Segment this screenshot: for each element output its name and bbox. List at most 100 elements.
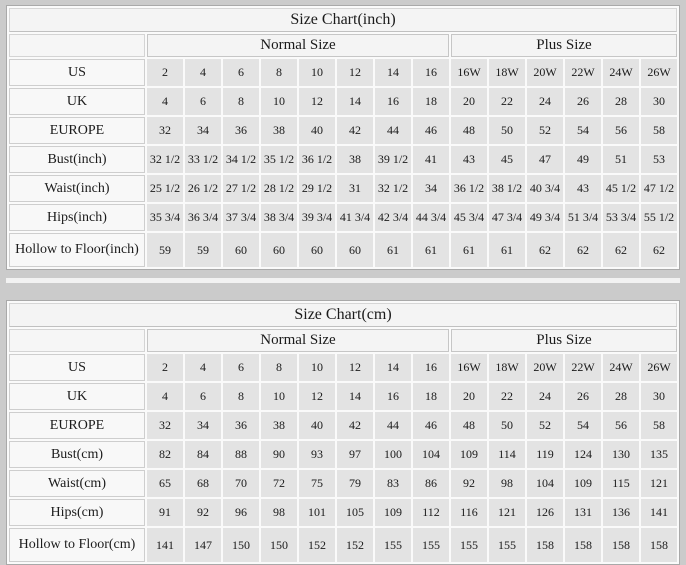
table-row: Waist(cm) 65 68 70 72 75 79 83 86 92 98 104 109 115 12… <box>9 470 677 497</box>
size-value-cell: 92 <box>451 470 487 497</box>
size-value-cell: 38 <box>337 146 373 173</box>
size-value-cell: 8 <box>223 88 259 115</box>
divider <box>6 278 680 283</box>
size-value-cell: 59 <box>185 233 221 267</box>
size-value-cell: 30 <box>641 88 677 115</box>
size-value-cell: 65 <box>147 470 183 497</box>
size-value-cell: 53 3/4 <box>603 204 639 231</box>
size-value-cell: 90 <box>261 441 297 468</box>
size-value-cell: 14 <box>337 383 373 410</box>
size-value-cell: 62 <box>641 233 677 267</box>
size-value-cell: 16 <box>413 354 449 381</box>
size-value-cell: 36 <box>223 412 259 439</box>
size-value-cell: 83 <box>375 470 411 497</box>
size-value-cell: 16 <box>375 383 411 410</box>
size-value-cell: 4 <box>185 354 221 381</box>
size-value-cell: 58 <box>641 117 677 144</box>
size-value-cell: 62 <box>603 233 639 267</box>
table-row: UK 4 6 8 10 12 14 16 18 20 22 24 26 28 30 <box>9 88 677 115</box>
size-value-cell: 10 <box>261 88 297 115</box>
row-label: Bust(cm) <box>9 441 145 468</box>
size-value-cell: 79 <box>337 470 373 497</box>
size-value-cell: 50 <box>489 117 525 144</box>
size-chart-cm-table: Size Chart(cm) Normal Size Plus Size US 2 4 6 8… <box>6 300 680 565</box>
size-value-cell: 22W <box>565 354 601 381</box>
size-value-cell: 34 <box>413 175 449 202</box>
size-value-cell: 35 3/4 <box>147 204 183 231</box>
size-value-cell: 155 <box>413 528 449 562</box>
size-value-cell: 24W <box>603 59 639 86</box>
corner-cell <box>9 34 145 57</box>
size-value-cell: 61 <box>489 233 525 267</box>
size-value-cell: 28 <box>603 88 639 115</box>
row-label: US <box>9 354 145 381</box>
size-value-cell: 4 <box>185 59 221 86</box>
size-value-cell: 52 <box>527 117 563 144</box>
title-row: Size Chart(inch) <box>9 8 677 32</box>
table-row: UK 4 6 8 10 12 14 16 18 20 22 24 26 28 30 <box>9 383 677 410</box>
size-value-cell: 10 <box>261 383 297 410</box>
size-value-cell: 158 <box>603 528 639 562</box>
size-value-cell: 88 <box>223 441 259 468</box>
size-value-cell: 10 <box>299 354 335 381</box>
table-row: Hips(cm) 91 92 96 98 101 105 109 112 116 121 126 131… <box>9 499 677 526</box>
size-value-cell: 93 <box>299 441 335 468</box>
size-value-cell: 28 1/2 <box>261 175 297 202</box>
size-value-cell: 47 1/2 <box>641 175 677 202</box>
row-label: Waist(inch) <box>9 175 145 202</box>
size-value-cell: 26W <box>641 354 677 381</box>
size-value-cell: 2 <box>147 59 183 86</box>
size-value-cell: 53 <box>641 146 677 173</box>
size-value-cell: 6 <box>185 383 221 410</box>
group-header-row: Normal Size Plus Size <box>9 329 677 352</box>
size-value-cell: 51 3/4 <box>565 204 601 231</box>
size-value-cell: 131 <box>565 499 601 526</box>
size-value-cell: 44 <box>375 412 411 439</box>
size-value-cell: 46 <box>413 117 449 144</box>
size-value-cell: 104 <box>413 441 449 468</box>
size-value-cell: 119 <box>527 441 563 468</box>
size-value-cell: 39 1/2 <box>375 146 411 173</box>
size-value-cell: 116 <box>451 499 487 526</box>
corner-cell <box>9 329 145 352</box>
size-value-cell: 60 <box>337 233 373 267</box>
size-value-cell: 48 <box>451 412 487 439</box>
size-value-cell: 56 <box>603 412 639 439</box>
size-value-cell: 6 <box>223 59 259 86</box>
size-value-cell: 121 <box>641 470 677 497</box>
size-value-cell: 51 <box>603 146 639 173</box>
size-value-cell: 36 3/4 <box>185 204 221 231</box>
size-value-cell: 22 <box>489 88 525 115</box>
size-value-cell: 35 1/2 <box>261 146 297 173</box>
size-value-cell: 109 <box>375 499 411 526</box>
size-value-cell: 60 <box>223 233 259 267</box>
size-value-cell: 26 <box>565 383 601 410</box>
size-value-cell: 18 <box>413 88 449 115</box>
size-value-cell: 38 3/4 <box>261 204 297 231</box>
column-group-header: Normal Size <box>147 34 449 57</box>
size-value-cell: 109 <box>451 441 487 468</box>
size-value-cell: 43 <box>565 175 601 202</box>
size-value-cell: 141 <box>147 528 183 562</box>
size-value-cell: 34 1/2 <box>223 146 259 173</box>
size-value-cell: 41 <box>413 146 449 173</box>
size-value-cell: 86 <box>413 470 449 497</box>
size-value-cell: 14 <box>337 88 373 115</box>
size-value-cell: 136 <box>603 499 639 526</box>
size-value-cell: 31 <box>337 175 373 202</box>
size-value-cell: 30 <box>641 383 677 410</box>
size-value-cell: 12 <box>299 383 335 410</box>
size-value-cell: 45 <box>489 146 525 173</box>
size-value-cell: 45 3/4 <box>451 204 487 231</box>
size-value-cell: 6 <box>223 354 259 381</box>
size-value-cell: 26 <box>565 88 601 115</box>
size-value-cell: 28 <box>603 383 639 410</box>
size-value-cell: 16W <box>451 354 487 381</box>
size-value-cell: 43 <box>451 146 487 173</box>
table-row: Hips(inch) 35 3/4 36 3/4 37 3/4 38 3/4 39 3/4… <box>9 204 677 231</box>
size-value-cell: 100 <box>375 441 411 468</box>
size-value-cell: 135 <box>641 441 677 468</box>
size-chart-inch-table: Size Chart(inch) Normal Size Plus Size US 2 4… <box>6 5 680 270</box>
size-value-cell: 20W <box>527 354 563 381</box>
size-value-cell: 155 <box>375 528 411 562</box>
